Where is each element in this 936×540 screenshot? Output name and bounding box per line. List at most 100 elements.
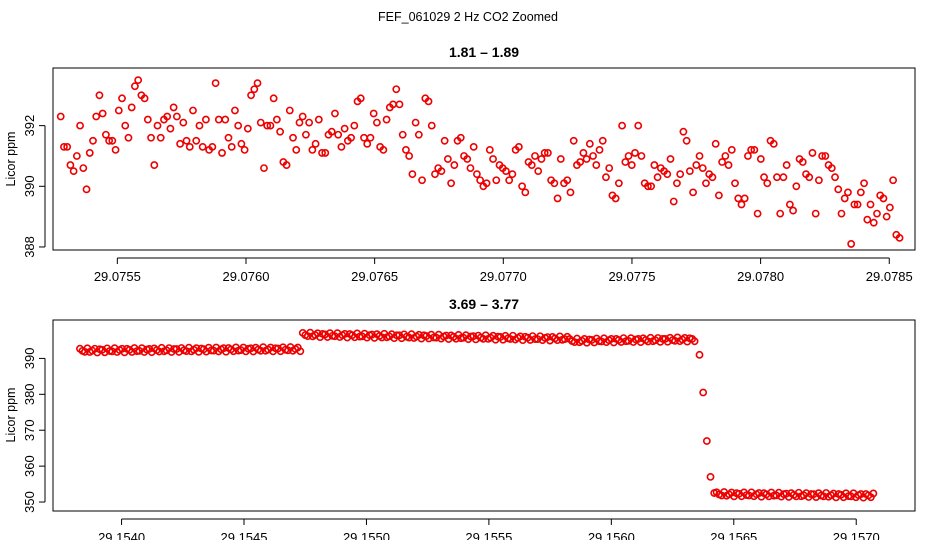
p1-data-point bbox=[624, 152, 633, 160]
p1-data-point bbox=[895, 233, 904, 242]
p1-data-point bbox=[818, 152, 827, 160]
p1-data-point bbox=[789, 206, 797, 215]
p1-data-point bbox=[750, 145, 759, 154]
p1-data-point bbox=[618, 121, 626, 130]
p1-data-point bbox=[327, 127, 336, 136]
p1-data-point bbox=[756, 155, 765, 163]
p1-data-point bbox=[60, 142, 68, 151]
panel-1-points bbox=[56, 76, 904, 248]
p1-data-point bbox=[234, 121, 243, 130]
p1-data-point bbox=[792, 182, 801, 191]
p1-data-point bbox=[727, 145, 736, 154]
p1-data-point bbox=[405, 152, 414, 160]
p1-data-point bbox=[443, 155, 452, 163]
p1-data-point bbox=[372, 118, 381, 127]
p1-data-point bbox=[447, 179, 456, 188]
p1-data-point bbox=[889, 176, 898, 185]
p1-data-point bbox=[463, 155, 472, 163]
p2-data-point bbox=[699, 388, 708, 397]
p1-data-point bbox=[240, 145, 249, 154]
p1-data-point bbox=[172, 112, 181, 121]
p1-data-point bbox=[518, 182, 526, 191]
p1-data-point bbox=[482, 179, 491, 188]
p1-x-tick-label: 29.0770 bbox=[480, 269, 527, 284]
p1-y-tick-label: 388 bbox=[22, 236, 37, 258]
p1-data-point bbox=[153, 121, 162, 130]
panel-1-x-axis: 29.0755 29.0760 29.0765 29.0770 29.0775 29.07… bbox=[94, 257, 913, 284]
p1-data-point bbox=[869, 218, 878, 227]
p1-data-point bbox=[782, 161, 791, 169]
p1-data-point bbox=[760, 173, 768, 182]
p1-data-point bbox=[576, 158, 585, 166]
p1-data-point bbox=[663, 170, 672, 179]
p1-data-point bbox=[314, 115, 323, 124]
p1-data-point bbox=[101, 130, 110, 139]
p1-data-point bbox=[208, 142, 217, 151]
p1-data-point bbox=[708, 173, 717, 182]
p1-data-point bbox=[856, 188, 865, 197]
p1-data-point bbox=[550, 179, 559, 188]
p1-data-point bbox=[769, 139, 778, 148]
p1-data-point bbox=[631, 149, 639, 157]
p1-data-point bbox=[189, 106, 197, 115]
p1-data-point bbox=[276, 127, 285, 136]
p1-data-point bbox=[763, 179, 772, 188]
p1-data-point bbox=[863, 215, 872, 224]
p1-data-point bbox=[527, 161, 536, 169]
p2-y-tick-label: 390 bbox=[22, 348, 37, 370]
p1-data-point bbox=[98, 109, 107, 118]
p1-data-point bbox=[653, 173, 662, 182]
p1-data-point bbox=[614, 179, 623, 188]
p1-data-point bbox=[260, 164, 268, 172]
p1-data-point bbox=[198, 142, 207, 151]
p1-data-point bbox=[595, 145, 604, 154]
p1-data-point bbox=[473, 170, 481, 179]
p1-data-point bbox=[808, 149, 817, 157]
p1-data-point bbox=[508, 170, 517, 179]
p1-data-point bbox=[882, 212, 891, 221]
p1-data-point bbox=[844, 188, 852, 197]
p1-data-point bbox=[440, 136, 449, 145]
p1-data-point bbox=[402, 145, 410, 154]
p1-data-point bbox=[879, 194, 888, 203]
p1-data-point bbox=[121, 121, 130, 130]
p1-data-point bbox=[805, 173, 814, 182]
p1-data-point bbox=[666, 155, 675, 163]
p1-data-point bbox=[476, 176, 485, 185]
p1-data-point bbox=[392, 85, 401, 94]
p1-data-point bbox=[689, 188, 697, 197]
p2-x-tick-label: 29.1560 bbox=[588, 530, 635, 540]
p1-data-point bbox=[514, 142, 523, 151]
p1-data-point bbox=[466, 164, 475, 172]
p1-data-point bbox=[644, 182, 652, 191]
p1-data-point bbox=[79, 164, 88, 172]
p1-data-point bbox=[305, 118, 314, 127]
p1-data-point bbox=[298, 112, 307, 121]
p1-data-point bbox=[192, 136, 201, 145]
p1-data-point bbox=[753, 209, 762, 218]
p1-data-point bbox=[592, 161, 601, 169]
p1-data-point bbox=[124, 133, 133, 142]
p1-data-point bbox=[411, 118, 420, 127]
p1-data-point bbox=[485, 145, 494, 154]
p1-data-point bbox=[621, 158, 630, 166]
p1-data-point bbox=[563, 176, 572, 185]
p1-data-point bbox=[469, 142, 478, 151]
p1-data-point bbox=[382, 115, 391, 124]
p1-data-point bbox=[798, 158, 807, 166]
p1-y-tick-label: 390 bbox=[22, 175, 37, 197]
p1-data-point bbox=[679, 127, 688, 136]
p1-data-point bbox=[311, 139, 320, 148]
p1-data-point bbox=[602, 173, 610, 182]
p1-data-point bbox=[150, 161, 159, 169]
panel-2-plot-frame bbox=[52, 319, 916, 512]
p1-data-point bbox=[711, 139, 720, 148]
p1-data-point bbox=[253, 79, 262, 88]
p1-data-point bbox=[537, 155, 546, 163]
p1-data-point bbox=[243, 124, 252, 133]
p2-data-point bbox=[706, 472, 715, 481]
p1-data-point bbox=[811, 209, 820, 218]
p1-data-point bbox=[424, 97, 433, 106]
p1-data-point bbox=[840, 194, 849, 203]
